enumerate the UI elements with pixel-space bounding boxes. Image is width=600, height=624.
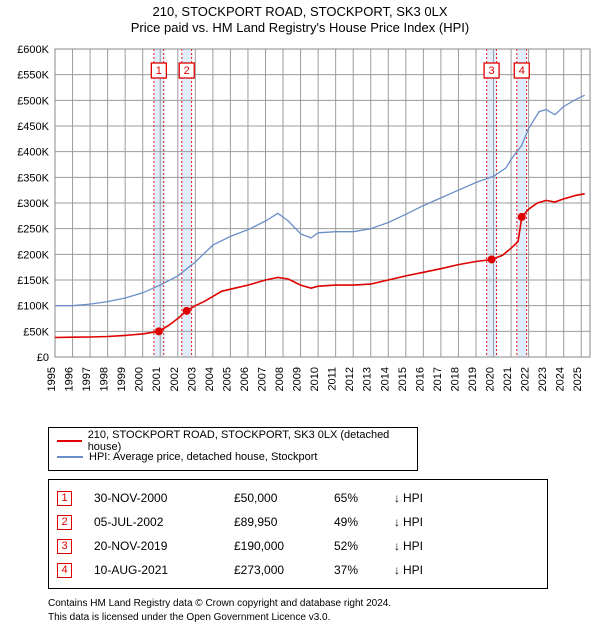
transaction-hpi-label: HPI (403, 491, 423, 505)
legend-swatch (57, 456, 83, 458)
transaction-date: 10-AUG-2021 (94, 563, 234, 577)
transaction-hpi-label: HPI (403, 563, 423, 577)
svg-text:£250K: £250K (17, 224, 49, 236)
transaction-marker: 1 (57, 491, 72, 506)
svg-text:2024: 2024 (555, 367, 567, 391)
svg-text:£550K: £550K (17, 70, 49, 82)
svg-text:2022: 2022 (520, 367, 532, 391)
svg-text:£600K: £600K (17, 44, 49, 56)
legend-label: 210, STOCKPORT ROAD, STOCKPORT, SK3 0LX … (88, 429, 409, 453)
svg-text:2007: 2007 (256, 367, 268, 391)
svg-text:2018: 2018 (449, 367, 461, 391)
svg-text:2003: 2003 (186, 367, 198, 391)
svg-text:£450K: £450K (17, 121, 49, 133)
svg-text:2004: 2004 (204, 367, 216, 391)
svg-text:2019: 2019 (467, 367, 479, 391)
transaction-price: £50,000 (234, 491, 334, 505)
transactions-table: 130-NOV-2000£50,00065%↓HPI205-JUL-2002£8… (48, 479, 548, 589)
svg-text:£150K: £150K (17, 275, 49, 287)
transaction-pct: 37% (334, 563, 394, 577)
svg-text:1996: 1996 (64, 367, 76, 391)
svg-text:2021: 2021 (502, 367, 514, 391)
svg-text:£400K: £400K (17, 147, 49, 159)
svg-text:1999: 1999 (116, 367, 128, 391)
footer-line: Contains HM Land Registry data © Crown c… (48, 597, 600, 611)
down-arrow-icon: ↓ (394, 539, 400, 553)
down-arrow-icon: ↓ (394, 515, 400, 529)
svg-text:2020: 2020 (485, 367, 497, 391)
down-arrow-icon: ↓ (394, 491, 400, 505)
svg-text:1995: 1995 (46, 367, 58, 391)
transaction-date: 05-JUL-2002 (94, 515, 234, 529)
chart-svg: £0 £50K £100K £150K £200K £250K £300K £350K £400… (0, 41, 600, 421)
transaction-pct: 52% (334, 539, 394, 553)
svg-text:£100K: £100K (17, 301, 49, 313)
legend-swatch (57, 440, 82, 442)
title-subtitle: Price paid vs. HM Land Registry's House … (0, 20, 600, 35)
svg-text:2025: 2025 (572, 367, 584, 391)
svg-text:2013: 2013 (362, 367, 374, 391)
down-arrow-icon: ↓ (394, 563, 400, 577)
legend: 210, STOCKPORT ROAD, STOCKPORT, SK3 0LX … (48, 427, 418, 471)
transaction-price: £190,000 (234, 539, 334, 553)
svg-text:2010: 2010 (309, 367, 321, 391)
svg-text:1997: 1997 (81, 367, 93, 391)
transaction-row: 3 20-NOV-2019£190,00052%↓HPI (49, 534, 547, 558)
transaction-price: £273,000 (234, 563, 334, 577)
chart-titles: 210, STOCKPORT ROAD, STOCKPORT, SK3 0LX … (0, 0, 600, 35)
svg-text:£0: £0 (37, 352, 49, 364)
transaction-row: 1 30-NOV-2000£50,00065%↓HPI (49, 486, 547, 510)
svg-text:£50K: £50K (23, 326, 49, 338)
transaction-marker: 2 (57, 515, 72, 530)
svg-text:2001: 2001 (151, 367, 163, 391)
title-address: 210, STOCKPORT ROAD, STOCKPORT, SK3 0LX (0, 4, 600, 19)
svg-text:2009: 2009 (292, 367, 304, 391)
transaction-marker: 3 (57, 539, 72, 554)
legend-label: HPI: Average price, detached house, Stoc… (89, 451, 318, 463)
transaction-pct: 65% (334, 491, 394, 505)
transaction-row: 2 05-JUL-2002£89,95049%↓HPI (49, 510, 547, 534)
svg-text:2016: 2016 (414, 367, 426, 391)
transaction-marker: 4 (57, 563, 72, 578)
svg-text:£350K: £350K (17, 172, 49, 184)
svg-text:£200K: £200K (17, 249, 49, 261)
svg-text:2000: 2000 (134, 367, 146, 391)
svg-text:2017: 2017 (432, 367, 444, 391)
transaction-date: 30-NOV-2000 (94, 491, 234, 505)
svg-text:2005: 2005 (221, 367, 233, 391)
svg-text:2008: 2008 (274, 367, 286, 391)
footer-line: This data is licensed under the Open Gov… (48, 611, 600, 624)
svg-text:2023: 2023 (537, 367, 549, 391)
svg-text:2015: 2015 (397, 367, 409, 391)
transaction-price: £89,950 (234, 515, 334, 529)
transaction-hpi-label: HPI (403, 515, 423, 529)
legend-item: 210, STOCKPORT ROAD, STOCKPORT, SK3 0LX … (57, 433, 409, 449)
svg-text:2014: 2014 (379, 367, 391, 391)
svg-text:2006: 2006 (239, 367, 251, 391)
transaction-row: 4 10-AUG-2021£273,00037%↓HPI (49, 558, 547, 582)
transaction-hpi-label: HPI (403, 539, 423, 553)
svg-text:1998: 1998 (99, 367, 111, 391)
svg-text:4: 4 (519, 65, 525, 77)
svg-text:2002: 2002 (169, 367, 181, 391)
chart: £0 £50K £100K £150K £200K £250K £300K £350K £400… (0, 41, 600, 421)
transaction-pct: 49% (334, 515, 394, 529)
svg-text:2011: 2011 (327, 367, 339, 391)
svg-text:£300K: £300K (17, 198, 49, 210)
svg-text:3: 3 (489, 65, 495, 77)
svg-text:2: 2 (184, 65, 190, 77)
svg-text:2012: 2012 (344, 367, 356, 391)
svg-text:£500K: £500K (17, 95, 49, 107)
svg-text:1: 1 (156, 65, 162, 77)
transaction-date: 20-NOV-2019 (94, 539, 234, 553)
